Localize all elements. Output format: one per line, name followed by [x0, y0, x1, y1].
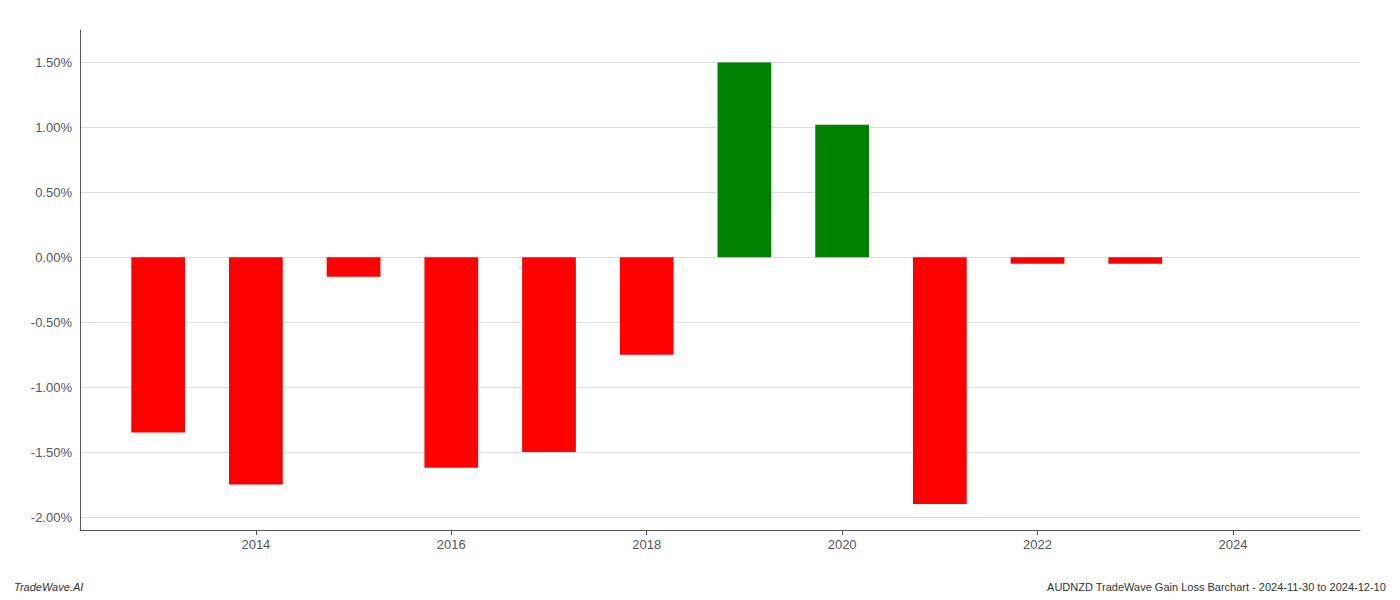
svg-text:2020: 2020: [828, 537, 857, 552]
svg-text:-1.50%: -1.50%: [31, 445, 73, 460]
svg-text:-0.50%: -0.50%: [31, 315, 73, 330]
svg-text:2022: 2022: [1023, 537, 1052, 552]
svg-text:1.00%: 1.00%: [35, 120, 72, 135]
svg-text:2024: 2024: [1219, 537, 1248, 552]
svg-text:0.50%: 0.50%: [35, 185, 72, 200]
svg-text:2018: 2018: [632, 537, 661, 552]
svg-text:-1.00%: -1.00%: [31, 380, 73, 395]
svg-text:AUDNZD TradeWave Gain Loss Bar: AUDNZD TradeWave Gain Loss Barchart - 20…: [1047, 581, 1386, 593]
svg-text:0.00%: 0.00%: [35, 250, 72, 265]
svg-text:2016: 2016: [437, 537, 466, 552]
svg-text:1.50%: 1.50%: [35, 55, 72, 70]
svg-text:2014: 2014: [241, 537, 270, 552]
svg-text:-2.00%: -2.00%: [31, 510, 73, 525]
svg-text:TradeWave.AI: TradeWave.AI: [14, 581, 83, 593]
